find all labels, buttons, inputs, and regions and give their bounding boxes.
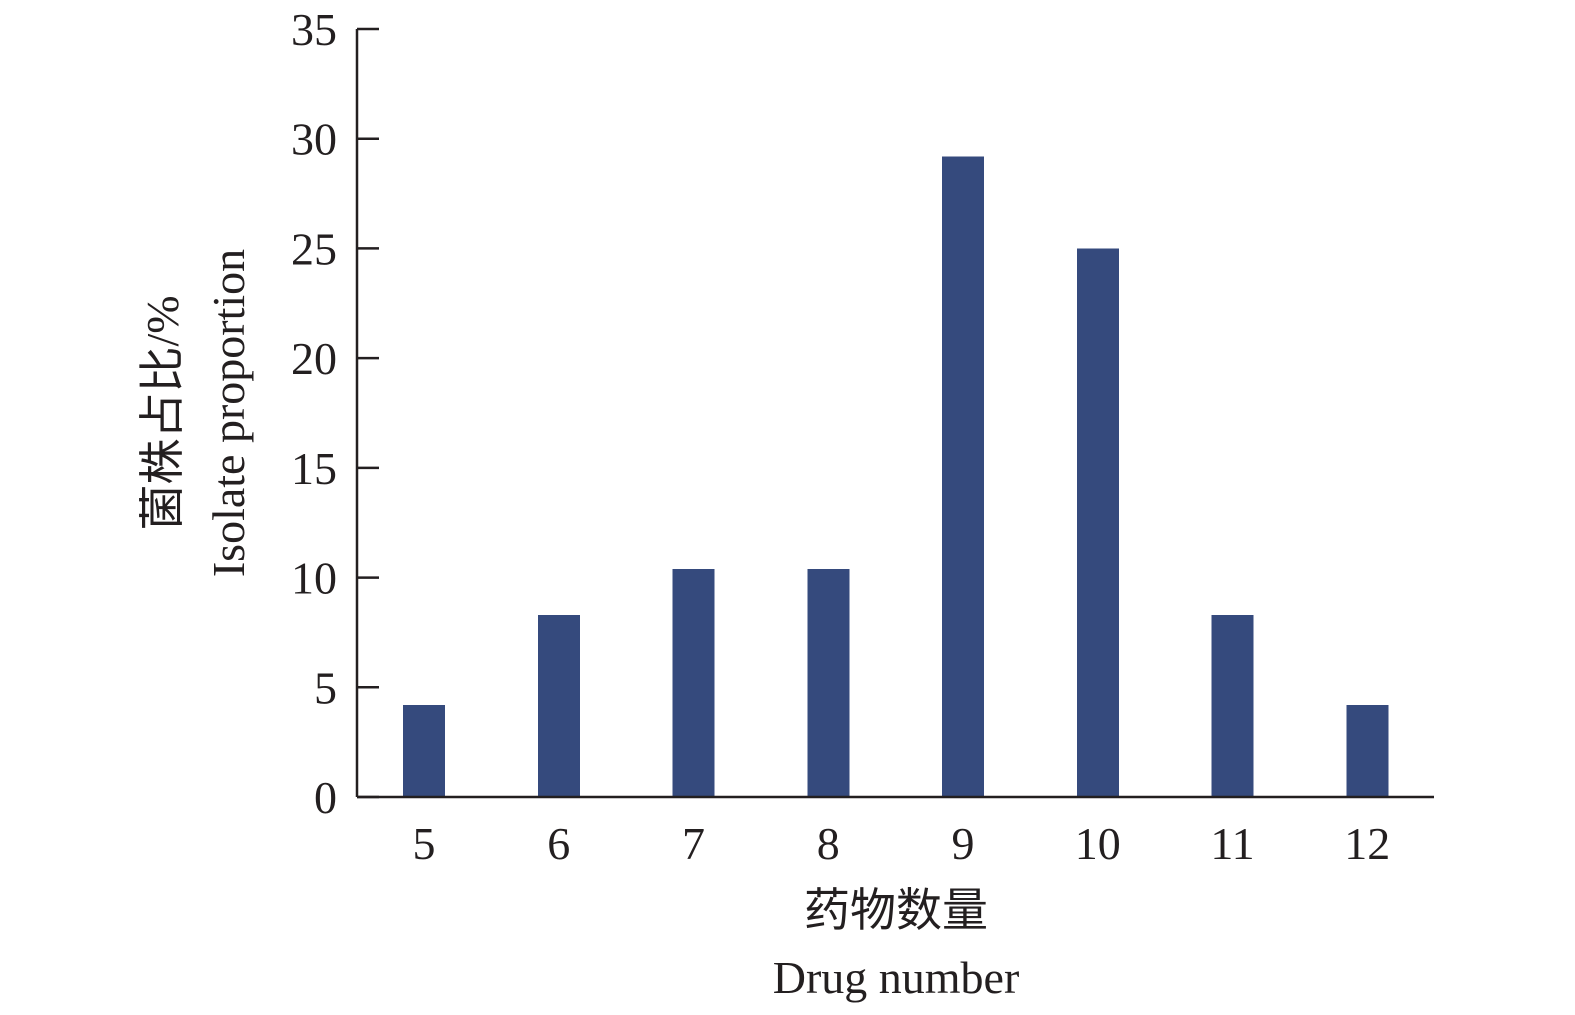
x-axis-title: Drug number (773, 952, 1020, 1003)
bar-5 (403, 704, 445, 797)
x-tick-label: 6 (547, 818, 570, 869)
y-tick-label: 15 (291, 443, 337, 494)
x-tick-label: 9 (952, 818, 975, 869)
bar-9 (942, 156, 984, 798)
y-tick-label: 35 (291, 4, 337, 55)
x-tick-label: 10 (1075, 818, 1121, 869)
y-tick-label: 25 (291, 223, 337, 274)
bar-8 (807, 568, 850, 797)
x-tick-label: 12 (1344, 818, 1390, 869)
x-axis-ticks: 5 6 7 8 9 10 11 12 (413, 818, 1391, 869)
x-axis-title-cn: 药物数量 (804, 885, 988, 936)
bar-10 (1076, 248, 1119, 797)
x-tick-label: 7 (682, 818, 705, 869)
bars-group (403, 156, 1389, 798)
x-tick-label: 11 (1210, 818, 1254, 869)
y-axis-title: Isolate proportion (203, 249, 254, 577)
bar-6 (537, 614, 580, 797)
y-axis-ticks: 0 5 10 15 20 25 30 35 (291, 4, 379, 823)
y-axis-title-cn: 菌株占比/% (137, 295, 188, 530)
y-tick-label: 30 (291, 114, 337, 165)
x-tick-label: 8 (817, 818, 840, 869)
y-tick-label: 10 (291, 553, 337, 604)
y-tick-label: 5 (314, 662, 337, 713)
y-tick-label: 0 (314, 772, 337, 823)
bar-7 (672, 568, 715, 797)
bar-12 (1346, 704, 1389, 797)
y-tick-label: 20 (291, 333, 337, 384)
bar-11 (1211, 614, 1254, 797)
x-tick-label: 5 (413, 818, 436, 869)
